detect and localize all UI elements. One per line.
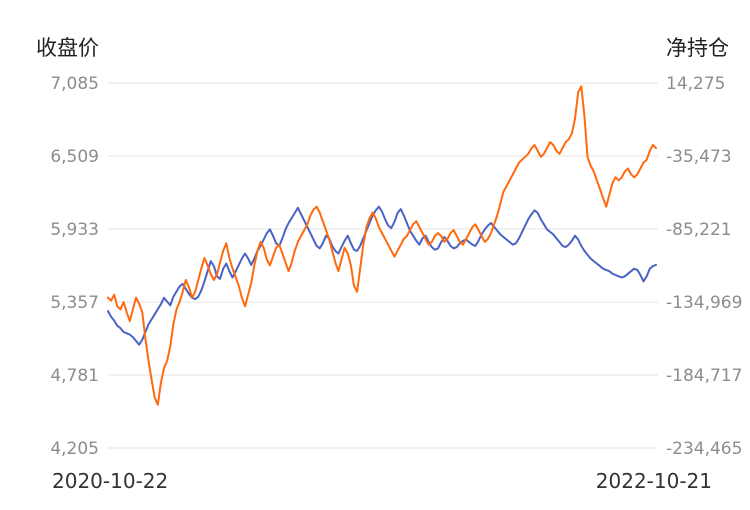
x-start-label: 2020-10-22 — [52, 469, 168, 493]
right-tick-label: -35,473 — [666, 147, 732, 167]
left-tick-label: 6,509 — [50, 147, 99, 167]
right-axis-ticks: 14,275 -35,473 -85,221 -134,969 -184,717 -234… — [666, 74, 742, 459]
net-position-line — [107, 85, 657, 406]
right-tick-label: -85,221 — [666, 220, 732, 240]
left-tick-label: 5,357 — [50, 293, 99, 313]
left-tick-label: 4,781 — [50, 366, 99, 386]
grid-lines — [108, 82, 658, 449]
left-tick-label: 5,933 — [50, 220, 99, 240]
left-tick-label: 4,205 — [50, 439, 99, 459]
left-tick-label: 7,085 — [50, 74, 99, 94]
right-tick-label: -134,969 — [666, 293, 742, 313]
close-price-line — [107, 205, 657, 346]
left-axis-title: 收盘价 — [36, 36, 99, 60]
right-tick-label: 14,275 — [666, 74, 725, 94]
series-lines — [107, 85, 657, 406]
right-tick-label: -184,717 — [666, 366, 742, 386]
right-tick-label: -234,465 — [666, 439, 742, 459]
left-axis-ticks: 7,085 6,509 5,933 5,357 4,781 4,205 — [50, 74, 99, 459]
right-axis-title: 净持仓 — [666, 36, 729, 60]
x-end-label: 2022-10-21 — [596, 469, 712, 493]
